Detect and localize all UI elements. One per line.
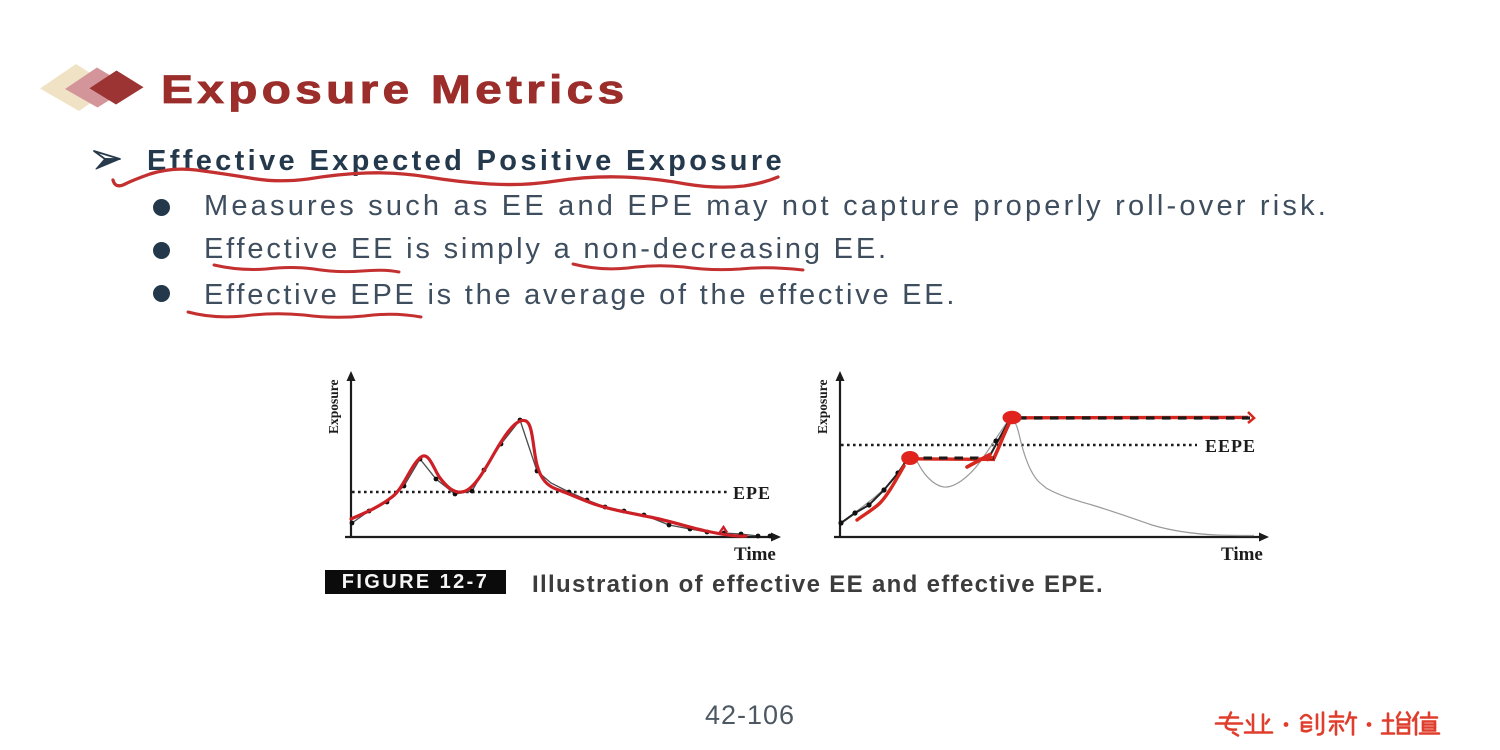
svg-text:Exposure: Exposure xyxy=(326,379,341,434)
svg-text:EPE: EPE xyxy=(733,483,771,503)
svg-text:Time: Time xyxy=(1221,544,1263,565)
svg-text:Exposure: Exposure xyxy=(815,379,830,434)
svg-text:Time: Time xyxy=(734,544,776,565)
svg-text:EEPE: EEPE xyxy=(1205,436,1256,456)
